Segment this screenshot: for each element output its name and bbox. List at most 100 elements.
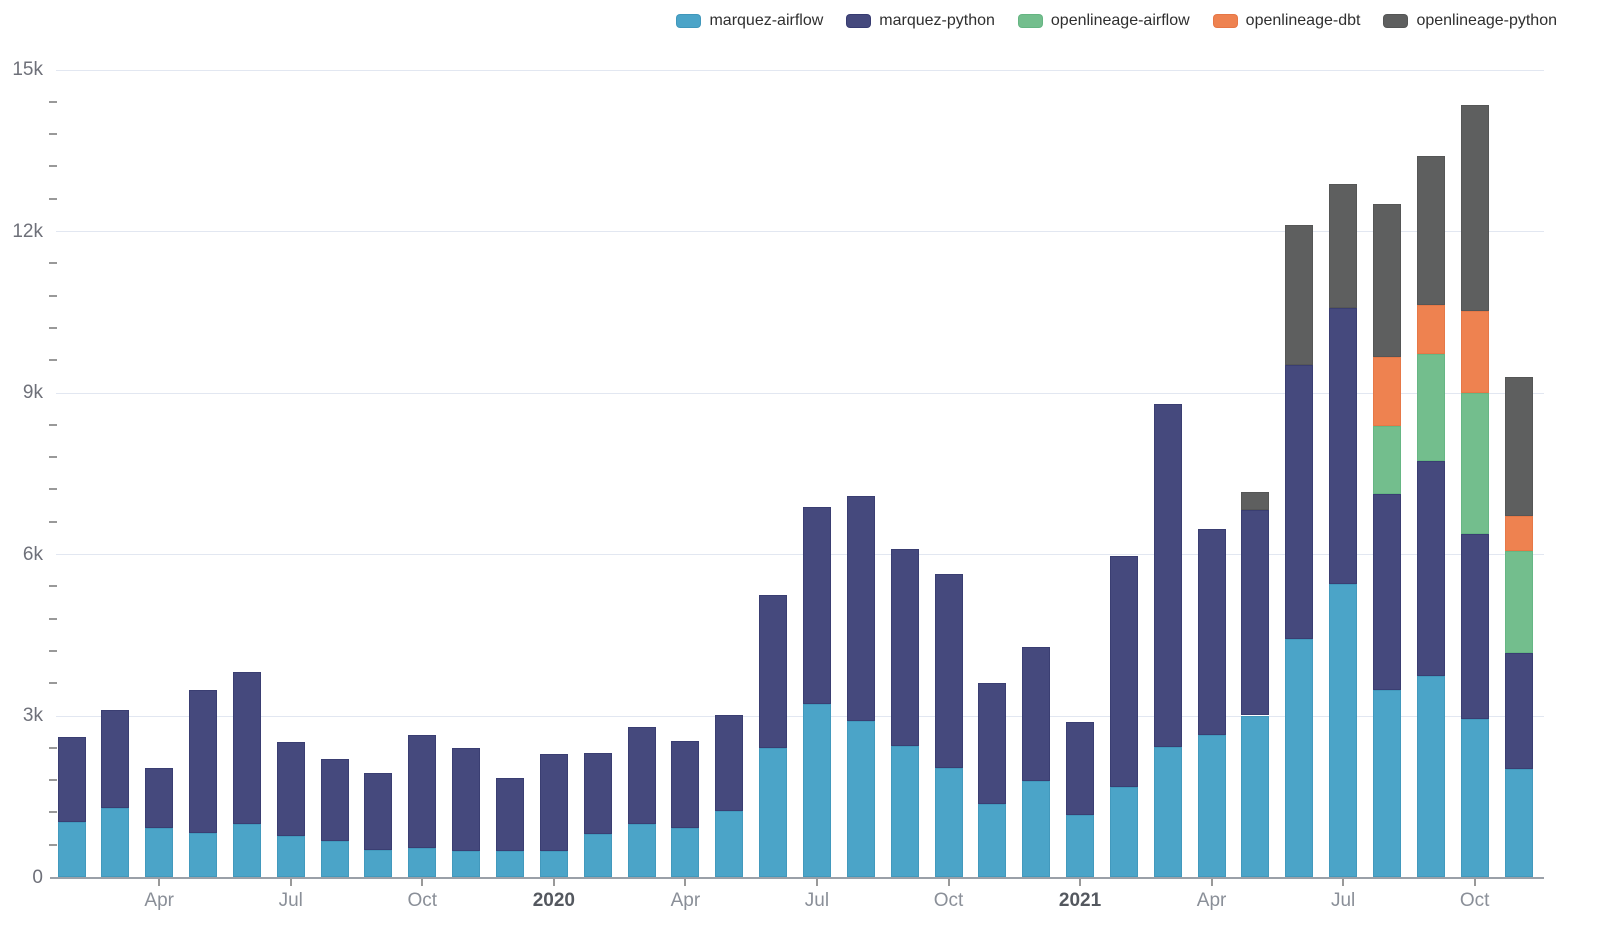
bar-sep-2021-openlineage-python[interactable] bbox=[1416, 156, 1445, 305]
x-axis-tick-2020 bbox=[552, 879, 555, 886]
bar-sep-2020-marquez-airflow[interactable] bbox=[890, 746, 919, 877]
bar-oct-2021-marquez-python[interactable] bbox=[1460, 533, 1489, 720]
bar-apr-2020-marquez-python[interactable] bbox=[671, 740, 700, 828]
bar-oct-2021-openlineage-dbt[interactable] bbox=[1460, 311, 1489, 394]
y-axis-minor-tick bbox=[49, 294, 57, 297]
bar-aug-2021-openlineage-python[interactable] bbox=[1373, 204, 1401, 357]
bar-oct-2021-openlineage-airflow[interactable] bbox=[1460, 393, 1489, 534]
bar-jan-2021-marquez-airflow[interactable] bbox=[1066, 815, 1095, 877]
bar-jul-2021-marquez-airflow[interactable] bbox=[1329, 584, 1358, 877]
bar-oct-2020-marquez-python[interactable] bbox=[934, 573, 963, 769]
y-axis-label-9k: 9k bbox=[22, 382, 43, 403]
bar-apr-2019-marquez-airflow[interactable] bbox=[145, 828, 174, 877]
legend-item-openlineage-dbt[interactable]: openlineage-dbt bbox=[1212, 13, 1360, 29]
bar-aug-2019-marquez-airflow[interactable] bbox=[320, 841, 349, 877]
x-axis-label-oct: Oct bbox=[1459, 890, 1490, 911]
bar-mar-2020-marquez-python[interactable] bbox=[627, 726, 656, 825]
bar-mar-2020-marquez-airflow[interactable] bbox=[627, 824, 656, 877]
bar-aug-2021-marquez-python[interactable] bbox=[1373, 493, 1401, 690]
bar-nov-2021-marquez-python[interactable] bbox=[1504, 653, 1533, 770]
bar-nov-2021-openlineage-python[interactable] bbox=[1504, 377, 1533, 516]
bar-dec-2020-marquez-python[interactable] bbox=[1022, 647, 1051, 782]
bar-aug-2019-marquez-python[interactable] bbox=[320, 758, 349, 842]
bar-mar-2019-marquez-python[interactable] bbox=[101, 709, 130, 808]
bar-sep-2021-marquez-airflow[interactable] bbox=[1416, 676, 1445, 877]
bar-may-2021-openlineage-python[interactable] bbox=[1241, 492, 1270, 511]
bar-aug-2020-marquez-python[interactable] bbox=[846, 495, 875, 722]
bar-oct-2019-marquez-airflow[interactable] bbox=[408, 847, 437, 877]
bar-jun-2020-marquez-python[interactable] bbox=[759, 595, 788, 748]
bar-apr-2021-marquez-airflow[interactable] bbox=[1197, 735, 1226, 877]
legend-item-marquez-airflow[interactable]: marquez-airflow bbox=[676, 13, 823, 29]
bar-oct-2019-marquez-python[interactable] bbox=[408, 735, 437, 848]
bar-feb-2020-marquez-airflow[interactable] bbox=[583, 834, 612, 877]
x-axis-label-oct: Oct bbox=[407, 890, 438, 911]
bar-jul-2019-marquez-airflow[interactable] bbox=[276, 836, 305, 877]
bar-nov-2021-marquez-airflow[interactable] bbox=[1504, 769, 1533, 877]
bar-jul-2019-marquez-python[interactable] bbox=[276, 742, 305, 837]
bar-feb-2021-marquez-python[interactable] bbox=[1109, 555, 1138, 787]
bar-dec-2019-marquez-airflow[interactable] bbox=[496, 850, 524, 877]
bar-apr-2019-marquez-python[interactable] bbox=[145, 767, 174, 828]
bar-aug-2021-openlineage-airflow[interactable] bbox=[1373, 426, 1401, 494]
bar-apr-2021-marquez-python[interactable] bbox=[1197, 528, 1226, 736]
bar-aug-2021-marquez-airflow[interactable] bbox=[1373, 689, 1401, 877]
bar-jan-2020-marquez-python[interactable] bbox=[539, 754, 568, 851]
bar-oct-2020-marquez-airflow[interactable] bbox=[934, 768, 963, 877]
bar-may-2021-marquez-python[interactable] bbox=[1241, 510, 1270, 716]
bar-mar-2021-marquez-airflow[interactable] bbox=[1153, 746, 1182, 877]
bar-sep-2019-marquez-python[interactable] bbox=[364, 773, 393, 850]
bar-may-2020-marquez-airflow[interactable] bbox=[715, 811, 744, 877]
bar-nov-2021-openlineage-dbt[interactable] bbox=[1504, 515, 1533, 552]
bar-jun-2021-marquez-airflow[interactable] bbox=[1285, 638, 1314, 877]
bar-nov-2021-openlineage-airflow[interactable] bbox=[1504, 551, 1533, 654]
bar-sep-2021-openlineage-dbt[interactable] bbox=[1416, 304, 1445, 354]
y-axis-minor-tick bbox=[49, 262, 57, 265]
legend-item-openlineage-python[interactable]: openlineage-python bbox=[1383, 13, 1557, 29]
gridline-3k bbox=[56, 715, 1544, 717]
bar-feb-2019-marquez-python[interactable] bbox=[57, 737, 86, 823]
bar-sep-2021-openlineage-airflow[interactable] bbox=[1416, 353, 1445, 461]
bar-feb-2020-marquez-python[interactable] bbox=[583, 752, 612, 835]
bar-oct-2021-openlineage-python[interactable] bbox=[1460, 105, 1489, 312]
bar-nov-2020-marquez-airflow[interactable] bbox=[978, 803, 1007, 877]
bar-aug-2021-openlineage-dbt[interactable] bbox=[1373, 356, 1401, 427]
bar-sep-2019-marquez-airflow[interactable] bbox=[364, 849, 393, 877]
bar-jun-2019-marquez-airflow[interactable] bbox=[232, 823, 261, 877]
bar-sep-2021-marquez-python[interactable] bbox=[1416, 460, 1445, 677]
bar-may-2019-marquez-python[interactable] bbox=[189, 690, 218, 833]
bar-jun-2021-marquez-python[interactable] bbox=[1285, 364, 1314, 639]
bar-mar-2019-marquez-airflow[interactable] bbox=[101, 807, 130, 877]
bar-apr-2020-marquez-airflow[interactable] bbox=[671, 828, 700, 877]
y-axis-minor-tick bbox=[49, 779, 57, 782]
legend-item-openlineage-airflow[interactable]: openlineage-airflow bbox=[1017, 13, 1190, 29]
bar-nov-2020-marquez-python[interactable] bbox=[978, 683, 1007, 804]
bar-jul-2021-openlineage-python[interactable] bbox=[1329, 183, 1358, 308]
bar-oct-2021-marquez-airflow[interactable] bbox=[1460, 719, 1489, 877]
x-axis-line bbox=[50, 877, 1544, 879]
bar-aug-2020-marquez-airflow[interactable] bbox=[846, 721, 875, 877]
bar-dec-2019-marquez-python[interactable] bbox=[496, 778, 524, 851]
bar-may-2020-marquez-python[interactable] bbox=[715, 714, 744, 812]
bar-feb-2019-marquez-airflow[interactable] bbox=[57, 822, 86, 877]
bar-nov-2019-marquez-python[interactable] bbox=[452, 747, 481, 852]
bar-jul-2020-marquez-airflow[interactable] bbox=[802, 703, 831, 877]
bar-jun-2020-marquez-airflow[interactable] bbox=[759, 747, 788, 877]
x-axis-tick-apr bbox=[158, 879, 161, 886]
bar-jan-2021-marquez-python[interactable] bbox=[1066, 722, 1095, 816]
bar-sep-2020-marquez-python[interactable] bbox=[890, 549, 919, 747]
gridline-9k bbox=[56, 392, 1544, 394]
legend-item-marquez-python[interactable]: marquez-python bbox=[846, 13, 995, 29]
bar-jun-2021-openlineage-python[interactable] bbox=[1285, 225, 1314, 365]
bar-may-2021-marquez-airflow[interactable] bbox=[1241, 715, 1270, 877]
bar-nov-2019-marquez-airflow[interactable] bbox=[452, 851, 481, 877]
x-axis-label-jul: Jul bbox=[1330, 890, 1356, 911]
bar-jul-2020-marquez-python[interactable] bbox=[802, 506, 831, 704]
bar-may-2019-marquez-airflow[interactable] bbox=[189, 832, 218, 877]
bar-dec-2020-marquez-airflow[interactable] bbox=[1022, 781, 1051, 877]
bar-jan-2020-marquez-airflow[interactable] bbox=[539, 850, 568, 877]
bar-feb-2021-marquez-airflow[interactable] bbox=[1109, 786, 1138, 877]
bar-jun-2019-marquez-python[interactable] bbox=[232, 672, 261, 824]
bar-mar-2021-marquez-python[interactable] bbox=[1153, 403, 1182, 747]
bar-jul-2021-marquez-python[interactable] bbox=[1329, 307, 1358, 585]
